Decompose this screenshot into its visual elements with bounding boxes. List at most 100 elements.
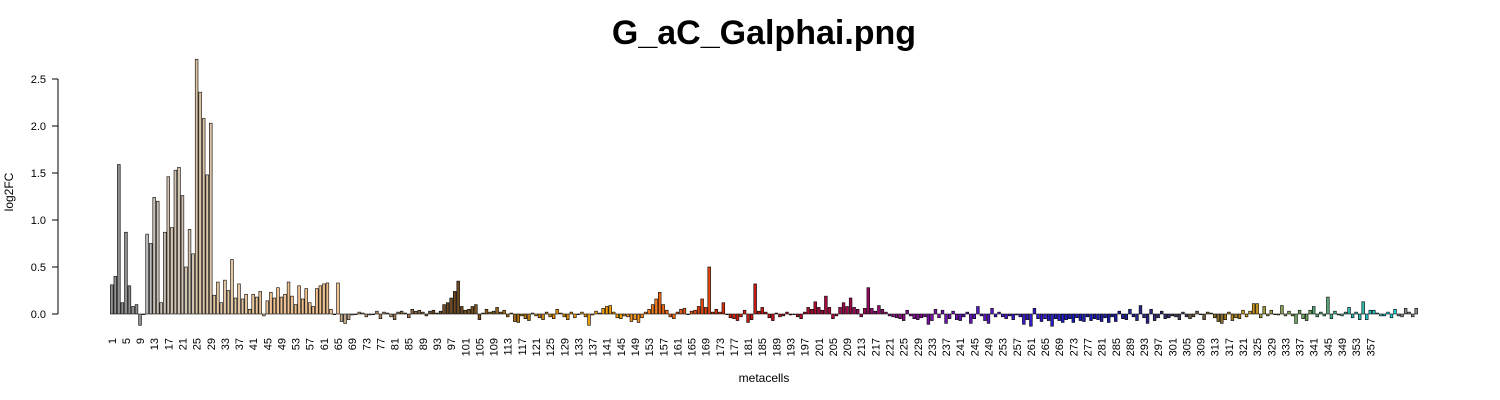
bar-metacell-76: [375, 310, 379, 315]
bar-metacell-138: [594, 310, 598, 315]
bar-metacell-351: [1347, 307, 1351, 315]
x-tick-label: 137: [588, 338, 600, 356]
bar-metacell-199: [810, 308, 814, 315]
bar-metacell-3: [117, 164, 121, 315]
bar-metacell-204: [827, 307, 832, 315]
bar-metacell-82: [396, 311, 400, 315]
bar-metacell-293: [1142, 313, 1146, 319]
bar-metacell-80: [389, 313, 393, 318]
bar-metacell-179: [739, 313, 743, 318]
bar-metacell-87: [414, 310, 418, 315]
bar-metacell-15: [159, 302, 163, 315]
bar-metacell-258: [1018, 313, 1022, 318]
x-tick-label: 185: [757, 338, 769, 356]
bar-metacell-200: [813, 301, 817, 315]
x-tick-label: 301: [1167, 338, 1179, 356]
bar-metacell-272: [1068, 313, 1072, 319]
bar-metacell-358: [1372, 309, 1376, 315]
bar-metacell-268: [1053, 313, 1058, 319]
x-tick-label: 125: [545, 338, 557, 356]
x-tick-label: 89: [418, 338, 430, 350]
bar-metacell-153: [647, 308, 651, 315]
x-tick-label: 177: [729, 338, 741, 356]
bar-metacell-57: [308, 302, 312, 315]
bar-metacell-43: [258, 291, 262, 315]
bar-metacell-164: [686, 313, 690, 315]
bar-metacell-342: [1315, 313, 1319, 318]
y-tick-label: 2.5: [31, 74, 46, 86]
bar-metacell-191: [781, 313, 786, 317]
bar-metacell-209: [845, 306, 849, 315]
x-tick-label: 201: [814, 338, 826, 356]
bar-metacell-120: [530, 312, 535, 315]
bar-metacell-47: [272, 297, 277, 315]
x-tick-label: 289: [1125, 338, 1137, 356]
bar-metacell-22: [184, 266, 188, 315]
bar-metacell-104: [474, 304, 478, 315]
x-tick-label: 73: [361, 338, 373, 350]
bars: [110, 58, 1418, 327]
bar-metacell-116: [516, 313, 520, 323]
bar-metacell-190: [778, 313, 782, 318]
x-tick-label: 13: [149, 338, 161, 350]
bar-metacell-227: [909, 313, 913, 317]
y-tick-label: 0.0: [31, 309, 46, 321]
bar-metacell-1: [110, 284, 114, 315]
bar-metacell-115: [513, 313, 517, 322]
bar-metacell-210: [848, 297, 853, 315]
bar-metacell-225: [901, 313, 906, 321]
x-tick-label: 173: [715, 338, 727, 356]
x-tick-label: 305: [1181, 338, 1193, 356]
bar-metacell-126: [551, 313, 556, 319]
x-tick-label: 337: [1295, 338, 1307, 356]
bar-metacell-240: [954, 313, 959, 320]
x-tick-label: 161: [672, 338, 684, 356]
bar-metacell-56: [304, 288, 308, 315]
bar-metacell-349: [1340, 313, 1344, 317]
x-tick-label: 229: [913, 338, 925, 356]
bar-metacell-290: [1131, 313, 1136, 318]
bar-metacell-202: [820, 309, 825, 315]
bar-metacell-354: [1357, 313, 1362, 320]
bar-metacell-86: [410, 308, 414, 315]
bar-metacell-24: [191, 253, 195, 315]
bar-metacell-366: [1400, 313, 1404, 318]
y-tick-label: 1.5: [31, 168, 46, 180]
bar-metacell-260: [1025, 313, 1030, 320]
x-tick-label: 29: [206, 338, 218, 350]
bar-metacell-299: [1163, 313, 1167, 319]
bar-metacell-9: [138, 313, 142, 326]
x-tick-label: 313: [1210, 338, 1222, 356]
bar-metacell-145: [619, 313, 623, 319]
bar-metacell-27: [202, 118, 206, 315]
bar-metacell-325: [1255, 303, 1259, 315]
bar-metacell-264: [1039, 313, 1044, 322]
bar-metacell-129: [562, 313, 566, 318]
y-tick-label: 0.5: [31, 262, 46, 274]
bar-metacell-271: [1064, 313, 1068, 320]
bar-metacell-2: [113, 276, 117, 315]
bar-metacell-353: [1354, 311, 1358, 315]
bar-metacell-146: [622, 313, 627, 317]
bar-metacell-117: [520, 313, 524, 317]
bar-metacell-109: [491, 310, 496, 315]
bar-metacell-178: [735, 313, 740, 321]
x-tick-label: 145: [616, 338, 628, 356]
bar-metacell-298: [1160, 310, 1164, 315]
bar-metacell-10: [141, 313, 146, 315]
bar-metacell-114: [509, 312, 513, 315]
bar-metacell-81: [392, 313, 397, 320]
x-tick-label: 297: [1153, 338, 1165, 356]
bar-metacell-84: [403, 312, 407, 315]
x-tick-label: 213: [856, 338, 868, 356]
bar-metacell-345: [1326, 296, 1330, 315]
bar-metacell-96: [445, 302, 450, 315]
bar-metacell-185: [760, 307, 764, 315]
x-tick-label: 325: [1252, 338, 1264, 356]
x-tick-label: 205: [828, 338, 840, 356]
bar-metacell-183: [753, 283, 757, 315]
bar-metacell-277: [1085, 313, 1090, 318]
bar-metacell-229: [916, 313, 920, 320]
bar-metacell-236: [940, 309, 945, 315]
